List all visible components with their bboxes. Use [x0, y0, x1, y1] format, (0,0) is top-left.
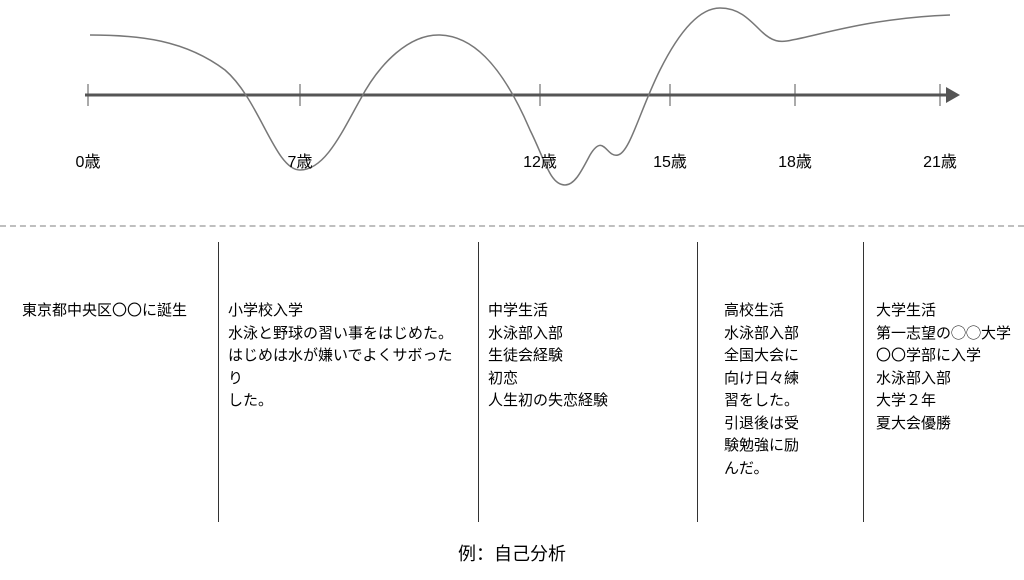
life-stage-text: 小学校入学 水泳と野球の習い事をはじめた。 はじめは水が嫌いでよくサボったり し… — [228, 300, 458, 413]
life-stage-text: 中学生活 水泳部入部 生徒会経験 初恋 人生初の失恋経験 — [488, 300, 658, 413]
axis-tick-label: 7歳 — [288, 148, 313, 172]
life-stage-column: 高校生活 水泳部入部 全国大会に 向け日々練 習をした。 引退後は受 験勉強に励… — [724, 300, 816, 580]
axis-tick-label: 0歳 — [76, 148, 101, 172]
life-curve-chart: 0歳 7歳 12歳 15歳 18歳 21歳 — [0, 0, 1024, 200]
axis-tick-label: 12歳 — [523, 148, 557, 172]
figure-caption: 例：自己分析 — [0, 540, 1024, 566]
life-stage-column: 大学生活 第一志望の◯◯大学 〇〇学部に入学 水泳部入部 大学２年 夏大会優勝 — [876, 300, 1016, 580]
timeline-arrowhead — [946, 87, 960, 103]
axis-tick-label: 21歳 — [923, 148, 957, 172]
life-stage-descriptions: 東京都中央区〇〇に誕生小学校入学 水泳と野球の習い事をはじめた。 はじめは水が嫌… — [0, 242, 1024, 532]
life-stage-text: 東京都中央区〇〇に誕生 — [22, 300, 207, 323]
column-divider — [218, 242, 219, 522]
life-stage-text: 高校生活 水泳部入部 全国大会に 向け日々練 習をした。 引退後は受 験勉強に励… — [724, 300, 816, 480]
life-stage-column: 東京都中央区〇〇に誕生 — [22, 300, 207, 580]
life-stage-text: 大学生活 第一志望の◯◯大学 〇〇学部に入学 水泳部入部 大学２年 夏大会優勝 — [876, 300, 1016, 435]
column-divider — [697, 242, 698, 522]
caption-text: 例：自己分析 — [458, 544, 566, 564]
horizontal-dash-divider — [0, 225, 1024, 227]
column-divider — [478, 242, 479, 522]
life-stage-column: 中学生活 水泳部入部 生徒会経験 初恋 人生初の失恋経験 — [488, 300, 658, 580]
chart-svg — [0, 0, 1024, 200]
column-divider — [863, 242, 864, 522]
axis-tick-label: 18歳 — [778, 148, 812, 172]
life-stage-column: 小学校入学 水泳と野球の習い事をはじめた。 はじめは水が嫌いでよくサボったり し… — [228, 300, 458, 580]
axis-tick-label: 15歳 — [653, 148, 687, 172]
